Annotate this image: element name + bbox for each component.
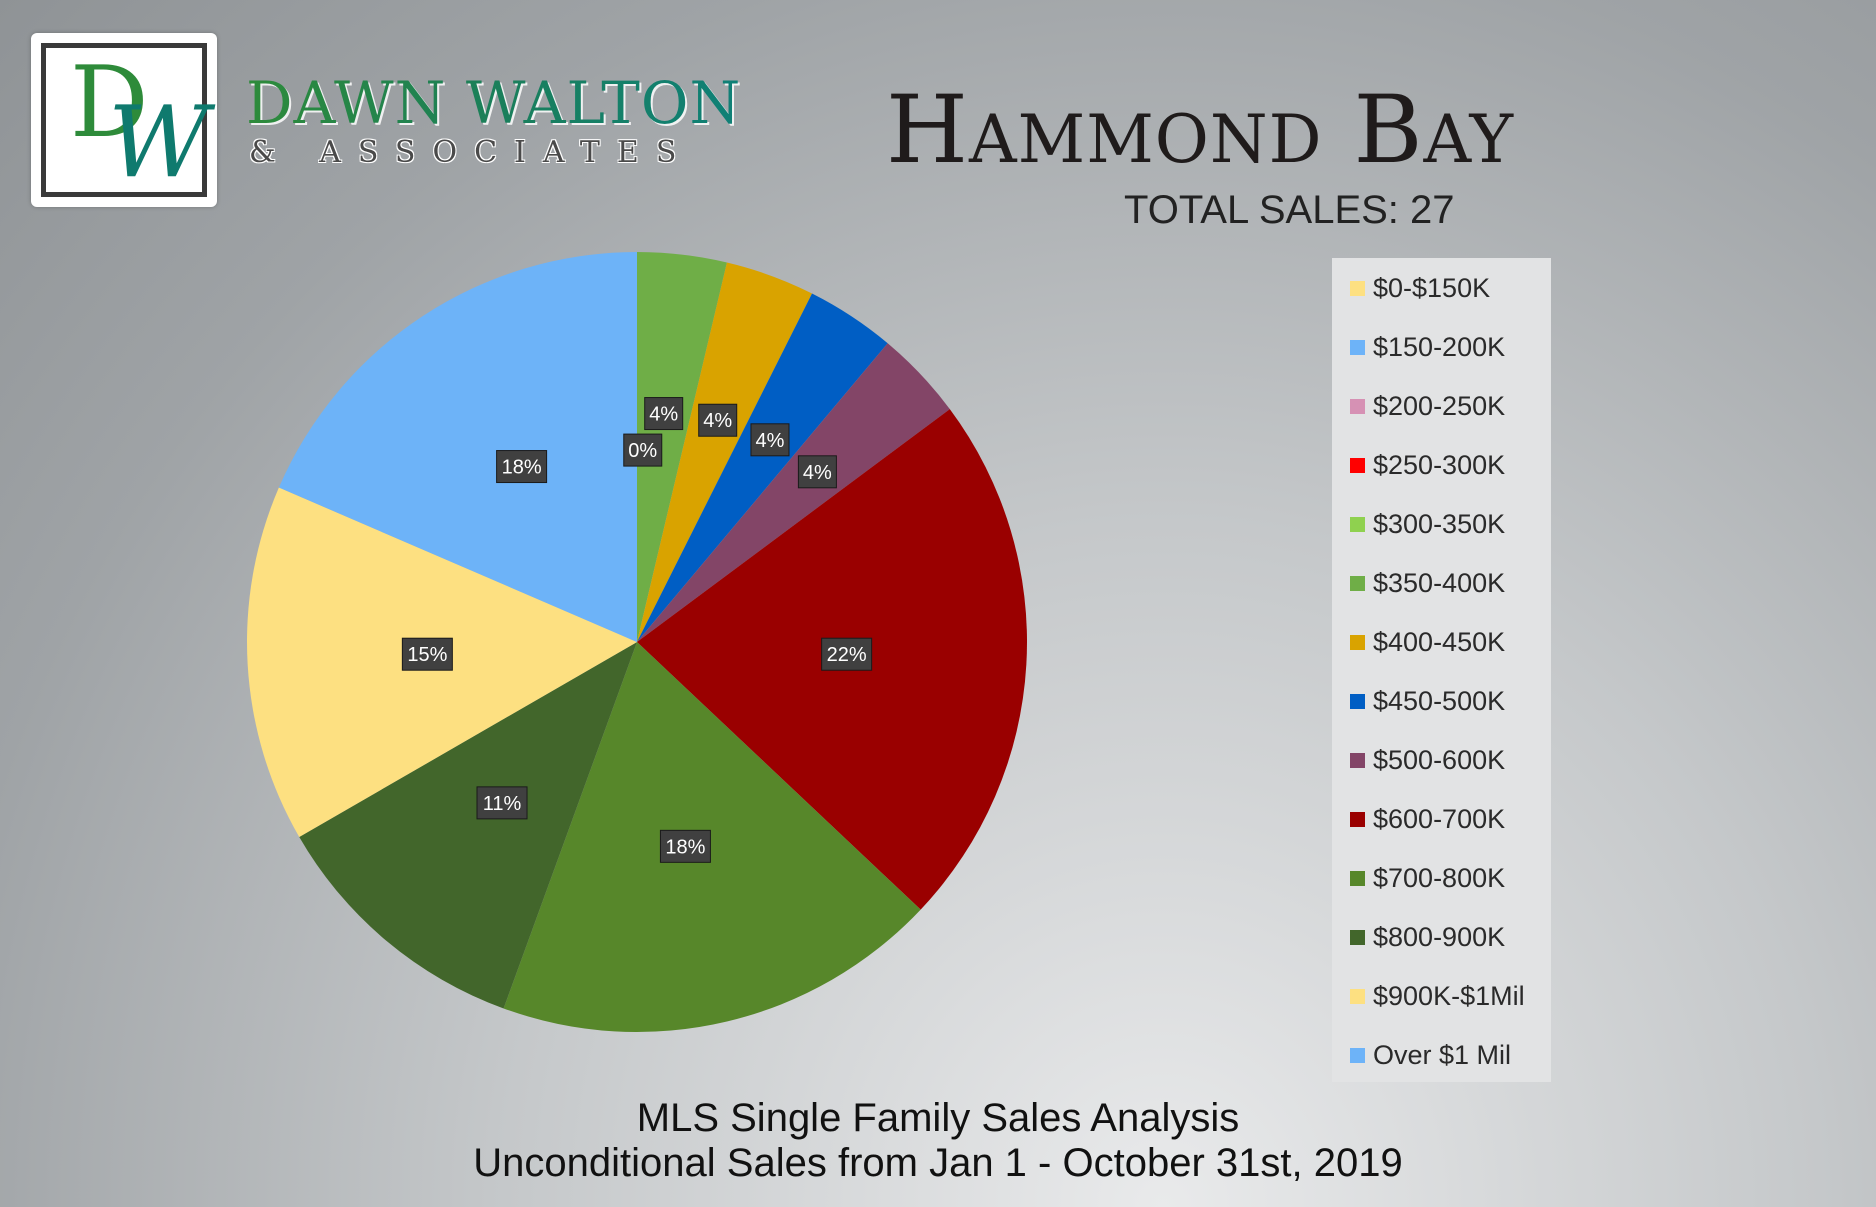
pie-slice-450-500k [637,293,888,642]
pie-slice-800-900k [299,642,637,1009]
data-label-box [698,403,738,437]
legend-item-500-600k: $500-600K [1350,740,1505,780]
data-label-text: 4% [756,430,785,452]
legend-swatch [1350,988,1365,1004]
legend-label: $200-250K [1373,390,1506,421]
legend-item-200-250k: $200-250K [1350,386,1505,426]
data-label-350-400k: 4% [644,397,684,431]
pie-slices [247,252,1027,1032]
data-label-text: 4% [803,462,832,484]
legend-label: $0-$150K [1373,272,1491,303]
data-label-text: 4% [649,404,678,426]
data-label-box [623,433,663,467]
brand-name: DAWN WALTON [246,69,742,137]
data-label-text: 0% [628,440,657,462]
legend-swatch [1350,811,1365,827]
legend-swatch [1350,339,1365,355]
data-label-0-150k: 0% [623,433,663,467]
brand-name-shadow: DAWN WALTON [248,76,743,134]
page-title: Hammond Bay [886,76,1515,185]
logo-letter-w: W [108,86,209,200]
legend-swatch [1350,929,1365,945]
pie-slice-350-400k [637,252,727,642]
data-label-box [797,455,837,489]
legend-item-400-450k: $400-450K [1350,622,1505,662]
legend-item-150-200k: $150-200K [1350,327,1505,367]
data-label-box [750,423,790,457]
pie-slice-over-1-mil [278,252,637,642]
legend-swatch [1350,1047,1365,1063]
legend-swatch [1350,398,1365,414]
data-label-500-600k: 4% [797,455,837,489]
legend-label: $250-300K [1373,449,1506,480]
data-label-900k-1mil: 15% [401,637,453,671]
brand-subtitle: & ASSOCIATES [249,135,694,170]
legend-label: Over $1 Mil [1373,1039,1512,1070]
pie-slice-400-450k [637,262,813,642]
data-label-box [821,637,873,671]
legend-swatch [1350,693,1365,709]
data-label-box [659,829,711,863]
legend: $0-$150K $150-200K $200-250K $250-300K $300-… [1332,258,1551,1082]
legend-item-over-1-mil: Over $1 Mil [1350,1035,1511,1075]
data-label-text: 15% [407,644,447,666]
legend-label: $300-350K [1373,508,1506,539]
legend-swatch [1350,575,1365,591]
legend-label: $400-450K [1373,626,1506,657]
legend-label: $900K-$1Mil [1373,980,1525,1011]
data-label-box [401,637,453,671]
data-label-450-500k: 4% [750,423,790,457]
data-label-box [476,786,528,820]
logo: D W [31,33,217,207]
pie-slice-700-800k [503,642,921,1032]
total-sales: TOTAL SALES: 27 [1124,188,1455,232]
legend-label: $700-800K [1373,862,1506,893]
pie-data-labels: 0% 4% 4% 4% 4% 22% 18% 11% 15% 18% [401,397,873,863]
legend-item-0-150k: $0-$150K [1350,268,1490,308]
footer-date-range: Unconditional Sales from Jan 1 - October… [473,1141,1403,1185]
data-label-text: 22% [827,644,867,666]
data-label-700-800k: 18% [659,829,711,863]
legend-item-700-800k: $700-800K [1350,858,1505,898]
legend-item-350-400k: $350-400K [1350,563,1505,603]
legend-item-450-500k: $450-500K [1350,681,1505,721]
data-label-box [644,397,684,431]
data-label-text: 4% [703,410,732,432]
legend-swatch [1350,634,1365,650]
pie-slice-500-600k [637,343,950,642]
data-label-800-900k: 11% [476,786,528,820]
data-label-text: 18% [665,836,705,858]
data-label-box [496,450,548,484]
legend-swatch [1350,516,1365,532]
legend-item-300-350k: $300-350K [1350,504,1505,544]
data-label-over-1-mil: 18% [496,450,548,484]
legend-swatch [1350,752,1365,768]
logo-letter-d: D [70,46,149,160]
legend-swatch [1350,457,1365,473]
legend-item-600-700k: $600-700K [1350,799,1505,839]
legend-item-900k-1mil: $900K-$1Mil [1350,976,1525,1016]
legend-label: $450-500K [1373,685,1506,716]
data-label-600-700k: 22% [821,637,873,671]
data-label-text: 11% [483,793,522,815]
legend-swatch [1350,280,1365,296]
legend-item-800-900k: $800-900K [1350,917,1505,957]
legend-label: $600-700K [1373,803,1506,834]
footer-subtitle: MLS Single Family Sales Analysis [636,1096,1240,1140]
data-label-400-450k: 4% [698,403,738,437]
logo-frame: D W [41,43,209,200]
data-label-text: 18% [502,457,542,479]
legend-label: $800-900K [1373,921,1506,952]
legend-item-250-300k: $250-300K [1350,445,1505,485]
legend-swatch [1350,870,1365,886]
legend-label: $150-200K [1373,331,1506,362]
legend-label: $500-600K [1373,744,1506,775]
legend-label: $350-400K [1373,567,1506,598]
